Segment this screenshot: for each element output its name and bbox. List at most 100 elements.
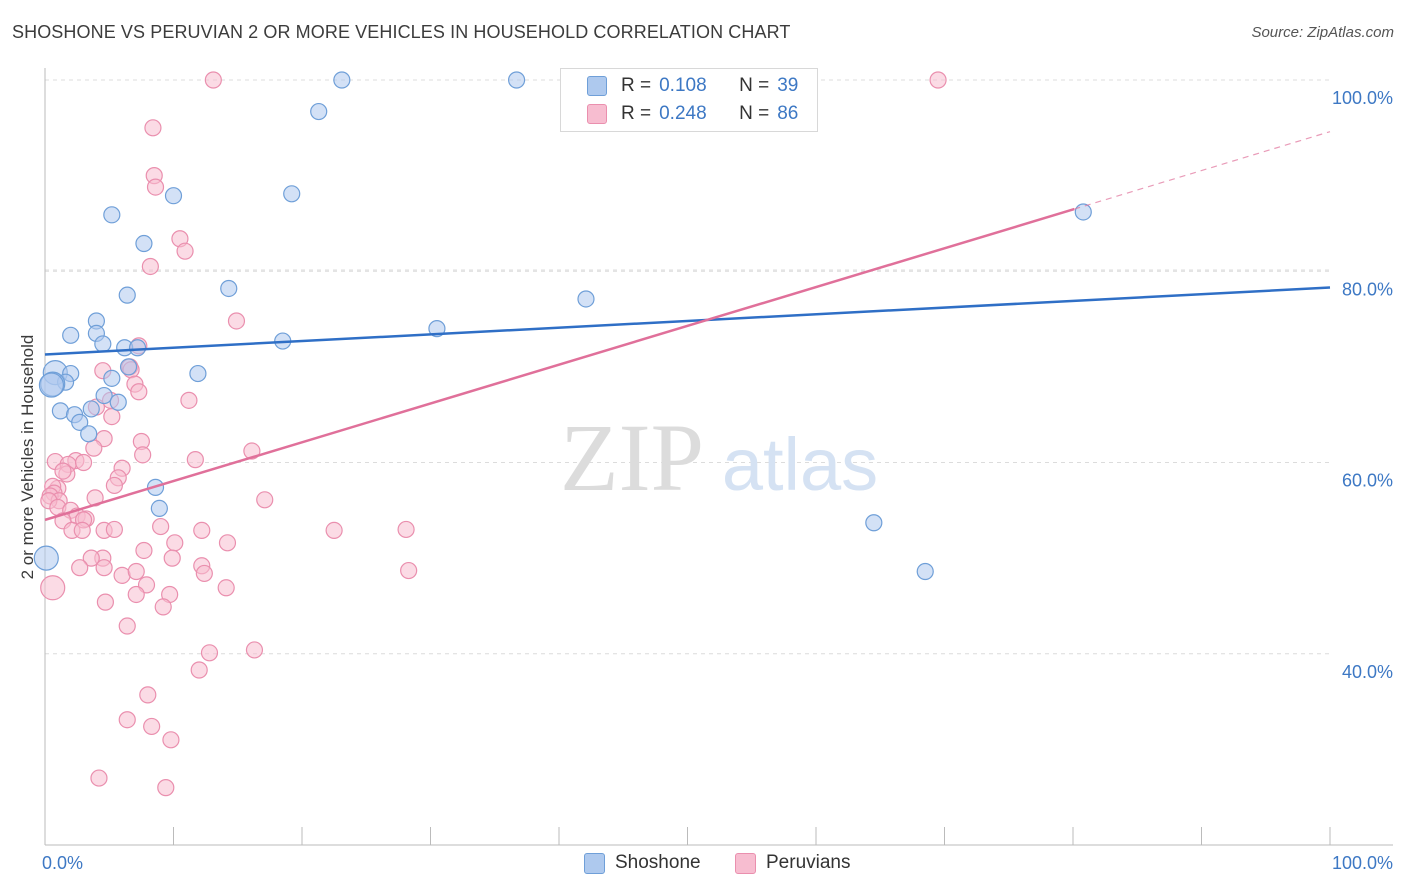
peruvians-point bbox=[82, 549, 100, 567]
trend-lines bbox=[44, 131, 1331, 522]
peruvians-point bbox=[71, 559, 89, 577]
n-value: 39 bbox=[777, 75, 799, 96]
peruvians-point bbox=[325, 521, 343, 539]
peruvians-point bbox=[141, 257, 159, 276]
source-note: Source: ZipAtlas.com bbox=[1251, 24, 1394, 41]
shoshone-swatch bbox=[584, 852, 605, 874]
peruvians-point bbox=[166, 534, 184, 552]
shoshone-point bbox=[109, 393, 127, 411]
shoshone-point bbox=[80, 425, 98, 443]
y-tick-label: 40.0% bbox=[1342, 662, 1393, 682]
shoshone-point bbox=[865, 514, 883, 532]
peruvians-point bbox=[256, 491, 274, 509]
grid-lines bbox=[45, 79, 1330, 655]
stats-legend: R = 0.108 N = 39 R = 0.248 N = 86 bbox=[560, 68, 818, 132]
shoshone-point bbox=[135, 234, 153, 253]
shoshone-point bbox=[103, 369, 121, 387]
peruvians-point bbox=[176, 242, 194, 260]
shoshone-point bbox=[577, 290, 595, 308]
y-tick-label: 60.0% bbox=[1342, 471, 1393, 491]
shoshone-point bbox=[916, 562, 934, 581]
shoshone-point bbox=[103, 206, 121, 224]
chart-title: SHOSHONE VS PERUVIAN 2 OR MORE VEHICLES … bbox=[12, 22, 791, 42]
peruvians-point bbox=[193, 521, 211, 539]
shoshone-point bbox=[507, 71, 526, 89]
peruvians-point bbox=[105, 520, 123, 539]
peruvians-point bbox=[154, 598, 172, 616]
shoshone-point bbox=[150, 499, 168, 517]
legend-label: Peruvians bbox=[766, 852, 851, 873]
series-legend: Shoshone Peruvians bbox=[0, 852, 1406, 876]
peruvians-trend-extension bbox=[1074, 131, 1331, 210]
shoshone-point bbox=[310, 102, 328, 121]
shoshone-point bbox=[333, 71, 351, 89]
peruvians-point bbox=[134, 446, 152, 464]
x-tick-label: 0.0% bbox=[42, 853, 83, 873]
peruvians-point bbox=[186, 451, 204, 469]
peruvians-swatch bbox=[587, 104, 607, 124]
stats-row-peruvians: R = 0.248 N = 86 bbox=[587, 102, 798, 126]
peruvians-point bbox=[113, 566, 131, 584]
shoshone-point bbox=[283, 185, 301, 203]
peruvians-swatch bbox=[735, 852, 756, 874]
peruvians-point bbox=[397, 520, 415, 539]
peruvians-point bbox=[135, 541, 153, 560]
r-value: 0.108 bbox=[659, 75, 707, 96]
shoshone-point bbox=[119, 358, 138, 376]
peruvians-point bbox=[105, 476, 123, 495]
stats-row-shoshone: R = 0.108 N = 39 bbox=[587, 74, 798, 98]
peruvians-point bbox=[95, 559, 113, 577]
shoshone-point bbox=[82, 400, 100, 418]
peruvians-point bbox=[227, 312, 246, 330]
r-label: R = bbox=[621, 75, 652, 96]
shoshone-point bbox=[118, 286, 136, 304]
peruvians-point bbox=[85, 439, 103, 457]
peruvians-points bbox=[40, 71, 947, 797]
peruvians-point bbox=[190, 661, 208, 679]
peruvians-point bbox=[143, 717, 161, 736]
peruvians-point bbox=[96, 593, 114, 611]
peruvians-point bbox=[130, 383, 148, 401]
peruvians-point bbox=[74, 453, 93, 472]
shoshone-point bbox=[220, 279, 238, 298]
n-label: N = bbox=[739, 75, 770, 96]
shoshone-point bbox=[94, 335, 112, 353]
peruvians-point bbox=[146, 178, 165, 196]
peruvians-point bbox=[40, 575, 66, 601]
shoshone-point bbox=[62, 326, 80, 344]
r-label: R = bbox=[621, 103, 652, 124]
peruvians-point bbox=[180, 391, 198, 409]
peruvians-point bbox=[245, 641, 264, 659]
shoshone-point bbox=[38, 372, 65, 398]
n-value: 86 bbox=[777, 103, 799, 124]
y-tick-label: 80.0% bbox=[1342, 279, 1393, 299]
peruvians-point bbox=[163, 549, 181, 567]
peruvians-point bbox=[204, 71, 222, 89]
peruvians-point bbox=[162, 731, 180, 749]
peruvians-point bbox=[127, 585, 145, 604]
peruvians-point bbox=[200, 644, 219, 662]
peruvians-point bbox=[127, 562, 145, 581]
peruvians-point bbox=[118, 711, 136, 729]
shoshone-point bbox=[1074, 203, 1092, 221]
shoshone-points bbox=[33, 71, 1092, 581]
legend-label: Shoshone bbox=[615, 852, 701, 873]
shoshone-trend-line bbox=[44, 286, 1331, 356]
n-label: N = bbox=[739, 103, 770, 124]
peruvians-point bbox=[118, 617, 136, 635]
shoshone-point bbox=[71, 413, 89, 431]
x-tick-label: 100.0% bbox=[1332, 853, 1393, 873]
peruvians-trend-line bbox=[44, 207, 1075, 522]
shoshone-point bbox=[51, 402, 70, 420]
shoshone-point bbox=[128, 339, 147, 357]
shoshone-swatch bbox=[587, 76, 607, 96]
peruvians-point bbox=[139, 686, 157, 704]
peruvians-point bbox=[54, 462, 72, 480]
peruvians-point bbox=[103, 408, 121, 426]
axes bbox=[44, 68, 1393, 846]
watermark-zip: ZIP bbox=[560, 404, 704, 511]
legend-item-peruvians: Peruvians bbox=[735, 852, 851, 874]
tick-labels: 40.0% 60.0% 80.0% 100.0% 0.0% 100.0% bbox=[42, 88, 1393, 873]
peruvians-point bbox=[400, 561, 418, 580]
